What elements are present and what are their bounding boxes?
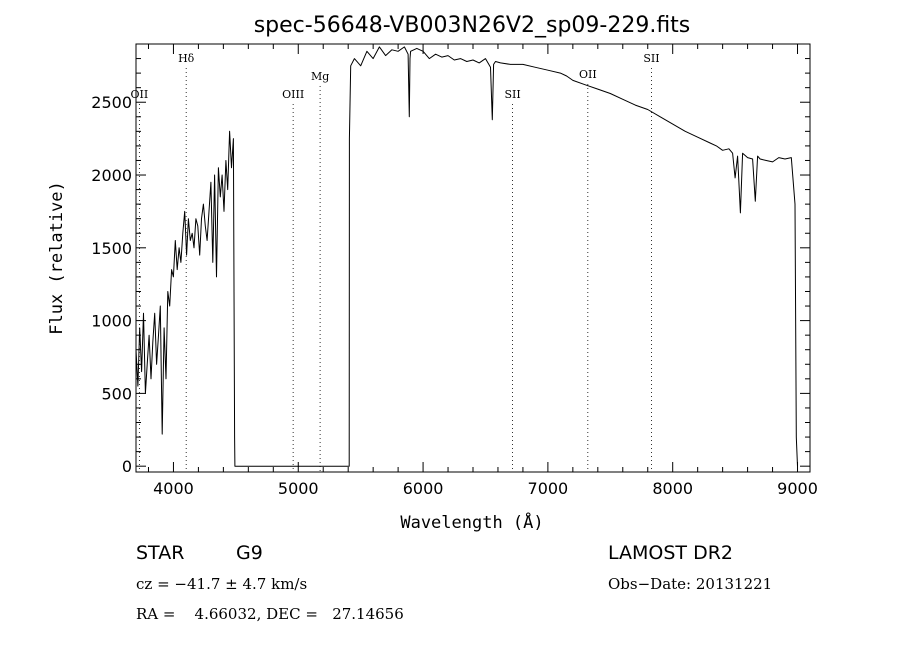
spectral-line-label: SII <box>504 88 520 101</box>
y-tick-label: 2000 <box>91 166 132 185</box>
y-tick-label: 0 <box>122 457 132 476</box>
x-tick-label: 4000 <box>153 479 194 498</box>
x-tick-label: 5000 <box>278 479 319 498</box>
coordinates: RA = 4.66032, DEC = 27.14656 <box>136 605 404 623</box>
chart-title: spec-56648-VB003N26V2_sp09-229.fits <box>254 13 691 38</box>
y-tick-label: 2500 <box>91 93 132 112</box>
x-axis-label: Wavelength (Å) <box>400 511 543 533</box>
axis-ticks: 4000 5000 6000 7000 8000 9000 0 500 1000 1500 2000… <box>91 44 818 498</box>
spectral-line-markers: OII Hδ OIII Mg SII OII SII <box>131 52 660 472</box>
observation-date: Obs−Date: 20131221 <box>608 575 773 593</box>
spectral-line-label: Hδ <box>178 52 195 65</box>
series-group <box>135 46 798 467</box>
spectral-line-label: OII <box>131 88 149 101</box>
object-subclass: G9 <box>236 542 263 564</box>
y-tick-label: 1000 <box>91 312 132 331</box>
redshift-readout: cz = −41.7 ± 4.7 km/s <box>136 575 308 593</box>
spectral-line-label: OII <box>579 68 597 81</box>
y-tick-label: 1500 <box>91 239 132 258</box>
spectral-line-label: OIII <box>282 88 304 101</box>
x-tick-label: 8000 <box>652 479 693 498</box>
y-axis-label: Flux (relative) <box>47 181 67 335</box>
x-tick-label: 9000 <box>777 479 818 498</box>
x-tick-label: 6000 <box>403 479 444 498</box>
object-type: STAR <box>136 542 185 564</box>
spectrum-series-0 <box>135 46 798 467</box>
x-tick-label: 7000 <box>528 479 569 498</box>
plot-frame <box>135 43 811 473</box>
y-tick-label: 500 <box>101 384 132 403</box>
survey-name: LAMOST DR2 <box>608 542 733 564</box>
spectral-line-label: Mg <box>311 70 329 83</box>
spectral-line-label: SII <box>643 52 659 65</box>
